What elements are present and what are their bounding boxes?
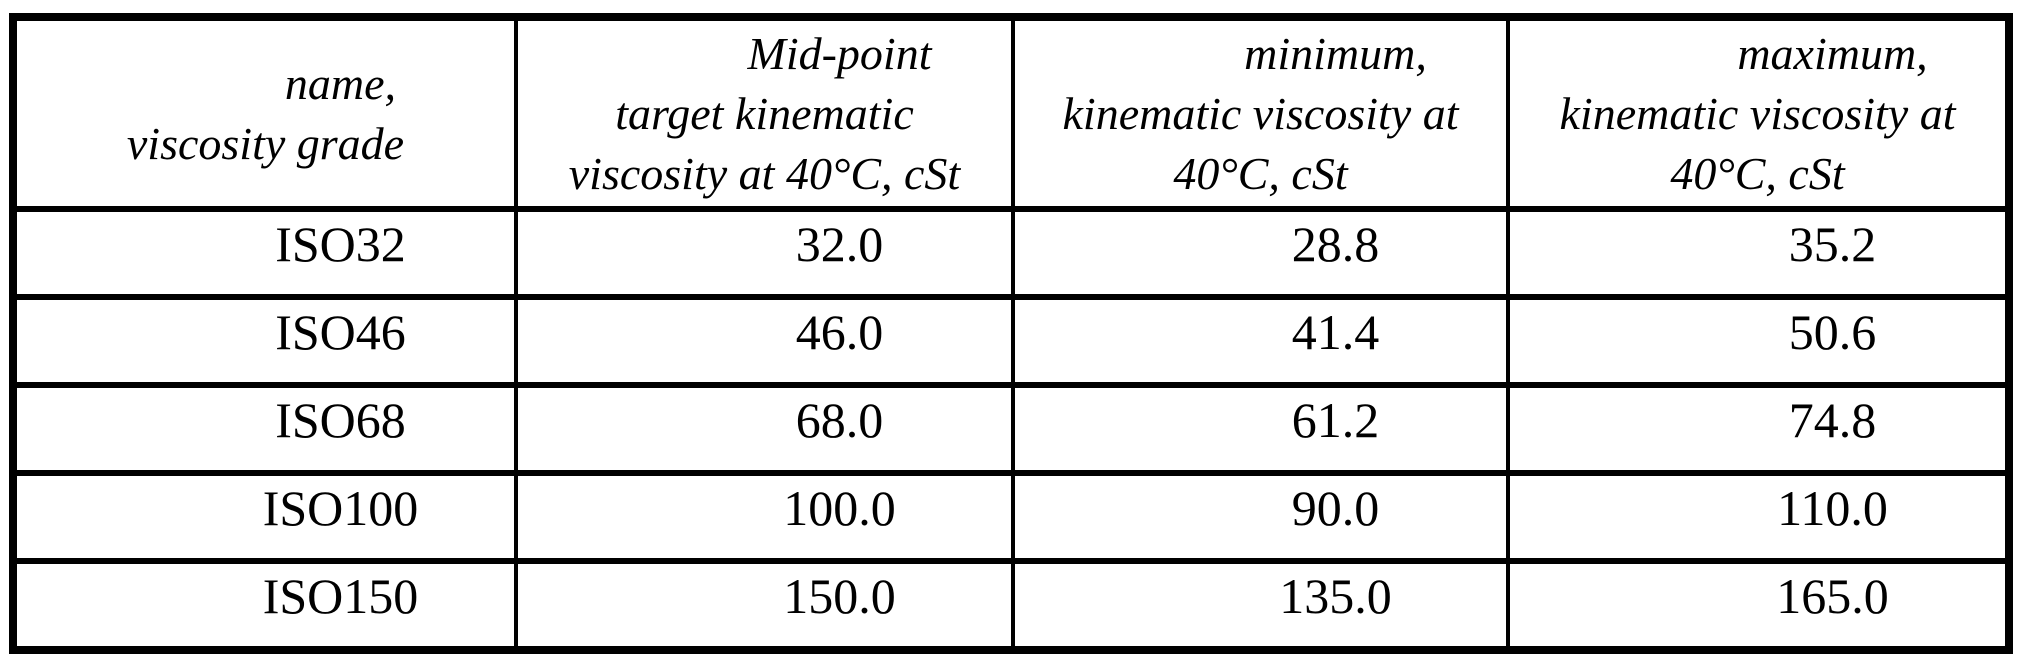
cell-minimum: 61.2 — [1011, 382, 1510, 476]
cell-grade: ISO32 — [11, 206, 518, 300]
cell-midpoint: 68.0 — [514, 382, 1015, 476]
cell-midpoint: 32.0 — [514, 206, 1015, 300]
header-minimum-viscosity: minimum, kinematic viscosity at 40°C, cS… — [1011, 14, 1510, 212]
cell-maximum: 74.8 — [1506, 382, 2011, 476]
table-row: ISO100 100.0 90.0 110.0 — [11, 470, 2011, 564]
cell-grade: ISO46 — [11, 294, 518, 388]
cell-midpoint: 46.0 — [514, 294, 1015, 388]
table-row: ISO68 68.0 61.2 74.8 — [11, 382, 2011, 476]
cell-minimum: 135.0 — [1011, 558, 1510, 653]
cell-grade: ISO100 — [11, 470, 518, 564]
header-midpoint-target-viscosity: Mid-point target kinematic viscosity at … — [514, 14, 1015, 212]
cell-minimum: 28.8 — [1011, 206, 1510, 300]
table-row: ISO150 150.0 135.0 165.0 — [11, 558, 2011, 653]
cell-maximum: 110.0 — [1506, 470, 2011, 564]
cell-grade: ISO150 — [11, 558, 518, 653]
cell-maximum: 50.6 — [1506, 294, 2011, 388]
cell-maximum: 35.2 — [1506, 206, 2011, 300]
cell-minimum: 41.4 — [1011, 294, 1510, 388]
cell-midpoint: 150.0 — [514, 558, 1015, 653]
cell-maximum: 165.0 — [1506, 558, 2011, 653]
header-row: name, viscosity grade Mid-point target k… — [11, 14, 2011, 212]
cell-grade: ISO68 — [11, 382, 518, 476]
header-maximum-viscosity: maximum, kinematic viscosity at 40°C, cS… — [1506, 14, 2011, 212]
cell-minimum: 90.0 — [1011, 470, 1510, 564]
cell-midpoint: 100.0 — [514, 470, 1015, 564]
viscosity-grade-table: name, viscosity grade Mid-point target k… — [9, 13, 2013, 654]
table-row: ISO46 46.0 41.4 50.6 — [11, 294, 2011, 388]
table-row: ISO32 32.0 28.8 35.2 — [11, 206, 2011, 300]
header-name-viscosity-grade: name, viscosity grade — [11, 14, 518, 212]
